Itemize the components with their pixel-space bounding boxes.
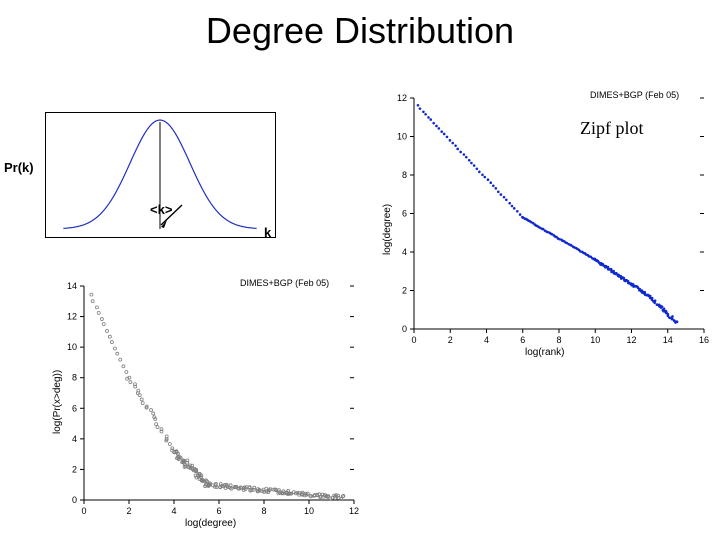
svg-text:0: 0 bbox=[81, 506, 86, 516]
slide: Degree Distribution Pr(k) k <k> 0 2 4 6 8 10 1… bbox=[0, 0, 720, 540]
svg-text:2: 2 bbox=[448, 335, 453, 345]
gaussian-ylabel: Pr(k) bbox=[4, 160, 34, 175]
svg-text:16: 16 bbox=[699, 335, 709, 345]
svg-text:0: 0 bbox=[72, 495, 77, 505]
svg-text:10: 10 bbox=[67, 342, 77, 352]
zipf-annotation: Zipf plot bbox=[580, 118, 644, 139]
svg-text:10: 10 bbox=[590, 335, 600, 345]
svg-text:6: 6 bbox=[402, 209, 407, 219]
svg-text:4: 4 bbox=[484, 335, 489, 345]
svg-text:2: 2 bbox=[72, 464, 77, 474]
zipf-xlabel: log(rank) bbox=[525, 347, 564, 358]
ccdf-ylabel: log(Pr(x>deg)) bbox=[52, 370, 63, 434]
gaussian-chart bbox=[45, 112, 277, 267]
ccdf-chart-title: DIMES+BGP (Feb 05) bbox=[240, 278, 329, 288]
svg-text:14: 14 bbox=[67, 281, 77, 291]
svg-text:12: 12 bbox=[397, 93, 407, 103]
svg-text:10: 10 bbox=[397, 132, 407, 142]
page-title: Degree Distribution bbox=[0, 10, 720, 52]
svg-text:6: 6 bbox=[72, 403, 77, 413]
svg-text:6: 6 bbox=[216, 506, 221, 516]
svg-text:12: 12 bbox=[626, 335, 636, 345]
zipf-chart: 0 2 4 6 8 10 12 14 16 0 2 4 6 8 10 12 bbox=[380, 92, 710, 357]
svg-text:2: 2 bbox=[402, 286, 407, 296]
svg-text:12: 12 bbox=[349, 506, 359, 516]
ccdf-xlabel: log(degree) bbox=[185, 518, 236, 529]
ccdf-chart: 0 2 4 6 8 10 12 0 2 4 6 8 10 12 14 bbox=[50, 280, 360, 528]
svg-text:8: 8 bbox=[72, 373, 77, 383]
svg-text:4: 4 bbox=[171, 506, 176, 516]
svg-text:4: 4 bbox=[72, 434, 77, 444]
gaussian-xlabel: k bbox=[264, 225, 271, 240]
svg-text:0: 0 bbox=[402, 324, 407, 334]
svg-text:4: 4 bbox=[402, 247, 407, 257]
svg-text:2: 2 bbox=[126, 506, 131, 516]
zipf-chart-title: DIMES+BGP (Feb 05) bbox=[590, 90, 679, 100]
svg-text:14: 14 bbox=[663, 335, 673, 345]
svg-text:12: 12 bbox=[67, 312, 77, 322]
svg-text:6: 6 bbox=[520, 335, 525, 345]
gaussian-mean-label: <k> bbox=[150, 202, 172, 217]
svg-text:8: 8 bbox=[261, 506, 266, 516]
svg-text:0: 0 bbox=[411, 335, 416, 345]
svg-text:8: 8 bbox=[402, 170, 407, 180]
zipf-ylabel: log(degree) bbox=[382, 203, 393, 254]
svg-text:10: 10 bbox=[304, 506, 314, 516]
svg-text:8: 8 bbox=[556, 335, 561, 345]
